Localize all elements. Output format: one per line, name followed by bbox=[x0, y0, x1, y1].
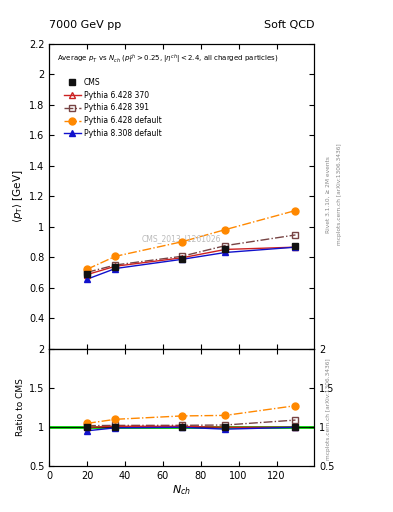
Text: CMS_2013_I1261026: CMS_2013_I1261026 bbox=[142, 234, 222, 243]
Text: Average $p_T$ vs $N_{ch}$ ($p_T^{ch}>0.25$, $|\eta^{ch}|<2.4$, all charged parti: Average $p_T$ vs $N_{ch}$ ($p_T^{ch}>0.2… bbox=[57, 53, 279, 66]
Text: Rivet 3.1.10, ≥ 2M events: Rivet 3.1.10, ≥ 2M events bbox=[326, 156, 331, 233]
Y-axis label: Ratio to CMS: Ratio to CMS bbox=[16, 378, 25, 436]
Legend: CMS, Pythia 6.428 370, Pythia 6.428 391, Pythia 6.428 default, Pythia 8.308 defa: CMS, Pythia 6.428 370, Pythia 6.428 391,… bbox=[61, 75, 165, 141]
Text: Soft QCD: Soft QCD bbox=[264, 20, 314, 30]
Y-axis label: $\langle p_\mathrm{T}\rangle$ [GeV]: $\langle p_\mathrm{T}\rangle$ [GeV] bbox=[11, 169, 25, 223]
Text: 7000 GeV pp: 7000 GeV pp bbox=[49, 20, 121, 30]
Text: mcplots.cern.ch [arXiv:1306.3436]: mcplots.cern.ch [arXiv:1306.3436] bbox=[326, 359, 331, 460]
X-axis label: $N_{ch}$: $N_{ch}$ bbox=[172, 483, 191, 497]
Text: mcplots.cern.ch [arXiv:1306.3436]: mcplots.cern.ch [arXiv:1306.3436] bbox=[338, 144, 342, 245]
